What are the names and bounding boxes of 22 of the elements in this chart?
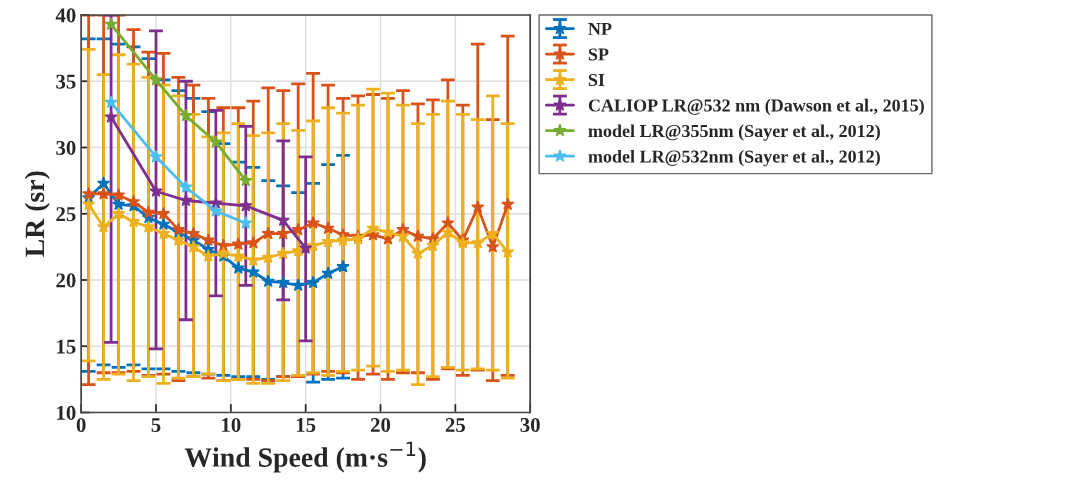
y-tick-label: 15: [57, 339, 76, 354]
legend-label: SI: [588, 73, 605, 87]
legend-label: NP: [588, 23, 612, 35]
x-tick-label: 10: [222, 417, 241, 433]
legend-label: CALIOP LR@532 nm (Dawson et al., 2015): [588, 98, 924, 116]
x-tick-label: 0: [76, 417, 86, 433]
y-tick-label: 25: [56, 207, 76, 222]
legend-label: model LR@532nm (Sayer et al., 2012): [588, 149, 880, 167]
y-tick-label: 40: [55, 8, 76, 23]
legend-label: model LR@355nm (Sayer et al., 2012): [588, 124, 880, 141]
x-tick-label: 5: [151, 418, 161, 433]
x-axis-title: Wind Speed (m·s$^{−1}$): [184, 441, 426, 473]
y-tick-label: 10: [57, 405, 76, 420]
legend-label: SP: [588, 48, 609, 61]
y-tick-label: 30: [56, 140, 76, 155]
x-tick-label: 15: [296, 418, 316, 433]
y-tick-label: 20: [56, 273, 76, 288]
x-tick-label: 20: [370, 417, 391, 433]
y-axis-title: LR (sr): [24, 171, 50, 257]
y-tick-label: 35: [56, 74, 76, 89]
x-tick-label: 30: [520, 417, 540, 433]
x-tick-label: 25: [445, 418, 465, 433]
